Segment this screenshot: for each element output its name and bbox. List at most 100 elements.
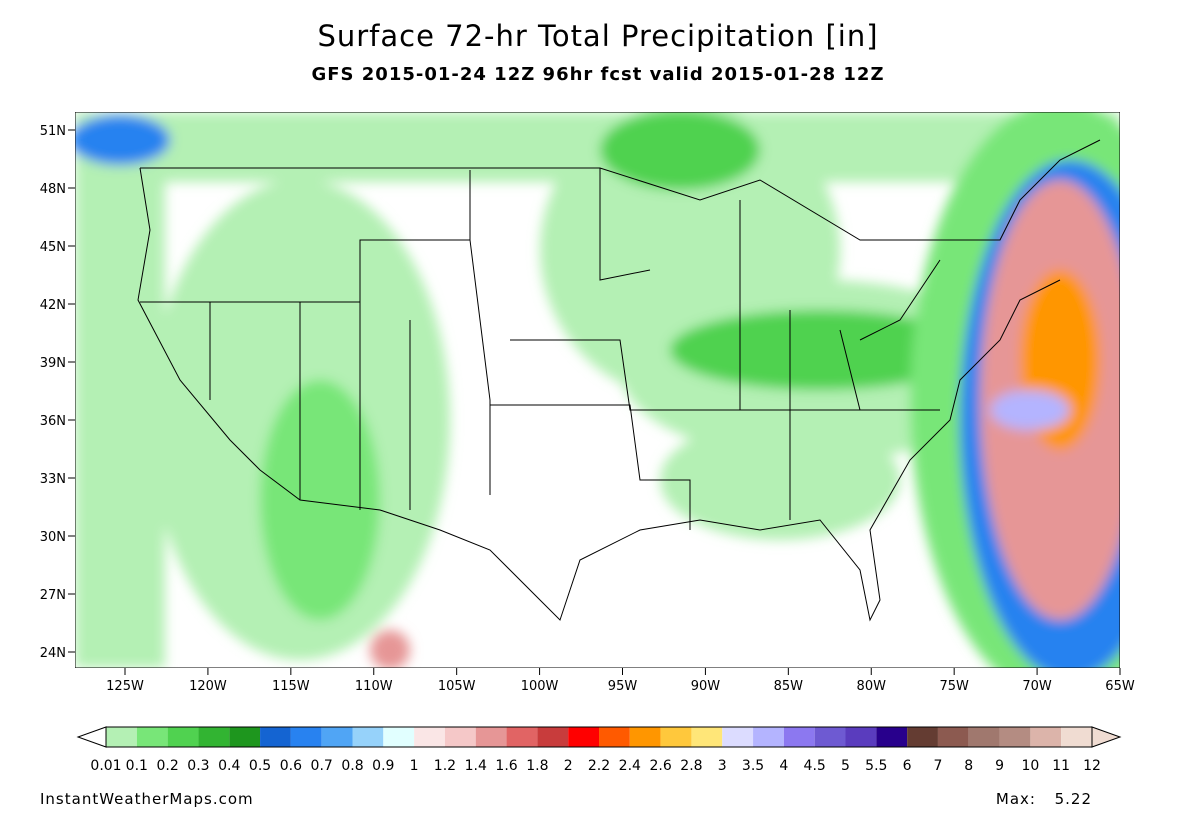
colorbar-swatch (260, 727, 291, 747)
lat-label: 24N (40, 646, 66, 661)
lon-label: 65W (1105, 679, 1135, 694)
colorbar-swatch (660, 727, 692, 747)
colorbar-swatch (167, 727, 199, 747)
precip-field (75, 112, 1120, 668)
colorbar-swatch (937, 727, 969, 747)
colorbar: 0.01 0.1 0.2 0.3 0.4 0.5 0.6 0.7 0.8 0.9 1 1.2 1.4 1.… (76, 726, 1122, 774)
lat-label: 39N (40, 356, 66, 371)
colorbar-label: 2.2 (588, 758, 610, 774)
colorbar-label: 0.5 (249, 758, 271, 774)
colorbar-label: 1 (410, 758, 419, 774)
lon-label: 70W (1022, 679, 1052, 694)
lon-label: 115W (272, 679, 310, 694)
colorbar-label: 5.5 (865, 758, 887, 774)
subtitle: GFS 2015-01-24 12Z 96hr fcst valid 2015-… (311, 64, 884, 85)
colorbar-label: 1.2 (434, 758, 456, 774)
colorbar-swatch (414, 727, 445, 747)
colorbar-label: 4.5 (804, 758, 826, 774)
colorbar-label: 0.8 (341, 758, 363, 774)
lat-label: 33N (40, 472, 66, 487)
colorbar-label: 2.6 (649, 758, 671, 774)
colorbar-label: 5 (841, 758, 850, 774)
lon-label: 90W (691, 679, 721, 694)
colorbar-swatch (444, 727, 476, 747)
colorbar-label: 8 (964, 758, 973, 774)
colorbar-swatch (814, 727, 846, 747)
colorbar-swatch (968, 727, 1000, 747)
colorbar-label: 1.8 (526, 758, 548, 774)
colorbar-swatch (383, 727, 415, 747)
colorbar-label: 11 (1052, 758, 1070, 774)
colorbar-swatch (506, 727, 538, 747)
colorbar-label: 0.01 (90, 758, 121, 774)
colorbar-swatch (722, 727, 754, 747)
colorbar-swatch (229, 727, 261, 747)
colorbar-swatch (352, 727, 384, 747)
colorbar-label: 6 (903, 758, 912, 774)
title: Surface 72-hr Total Precipitation [in] (317, 19, 878, 53)
colorbar-swatch (321, 727, 353, 747)
lat-label: 48N (40, 182, 66, 197)
colorbar-left-arrow (76, 726, 107, 748)
colorbar-label: 7 (933, 758, 942, 774)
max-value: 5.22 (1055, 790, 1092, 808)
lon-label: 75W (939, 679, 969, 694)
lat-label: 30N (40, 530, 66, 545)
colorbar-swatch (198, 727, 230, 747)
colorbar-swatch (845, 727, 877, 747)
colorbar-right-arrow (1091, 726, 1122, 748)
lon-label: 110W (355, 679, 393, 694)
colorbar-label: 0.2 (156, 758, 178, 774)
colorbar-swatch (290, 727, 322, 747)
colorbar-label: 1.6 (495, 758, 517, 774)
colorbar-swatch (568, 727, 599, 747)
colorbar-swatch (1061, 727, 1092, 747)
colorbar-label: 0.3 (187, 758, 209, 774)
lat-label: 42N (40, 298, 66, 313)
precip-map (75, 112, 1120, 668)
colorbar-label: 10 (1021, 758, 1039, 774)
colorbar-label: 12 (1083, 758, 1101, 774)
lat-label: 51N (40, 124, 66, 139)
lat-label: 45N (40, 240, 66, 255)
colorbar-swatch (629, 727, 661, 747)
lon-label: 95W (608, 679, 638, 694)
colorbar-label: 0.1 (126, 758, 148, 774)
colorbar-swatch (999, 727, 1031, 747)
colorbar-label: 9 (995, 758, 1004, 774)
lon-label: 120W (189, 679, 227, 694)
colorbar-label: 0.4 (218, 758, 240, 774)
colorbar-label: 0.9 (372, 758, 394, 774)
lon-label: 85W (774, 679, 804, 694)
lon-label: 105W (438, 679, 476, 694)
colorbar-label: 0.6 (280, 758, 302, 774)
lat-label: 36N (40, 414, 66, 429)
lon-label: 125W (106, 679, 144, 694)
colorbar-label: 0.7 (311, 758, 333, 774)
lat-label: 27N (40, 588, 66, 603)
colorbar-swatch (1030, 727, 1062, 747)
colorbar-label: 4 (779, 758, 788, 774)
colorbar-swatch (475, 727, 507, 747)
colorbar-swatch (876, 727, 908, 747)
colorbar-swatch (599, 727, 630, 747)
colorbar-label: 2 (564, 758, 573, 774)
colorbar-swatch (783, 727, 815, 747)
colorbar-swatch (753, 727, 784, 747)
colorbar-label: 2.4 (619, 758, 641, 774)
colorbar-swatch (106, 727, 137, 747)
colorbar-swatch (136, 727, 168, 747)
colorbar-swatch (537, 727, 569, 747)
colorbar-label: 1.4 (465, 758, 487, 774)
colorbar-label: 3 (718, 758, 727, 774)
axes: 51N 48N 45N 42N 39N 36N 33N 30N 27N 24N 125W 120W 11… (40, 124, 1135, 694)
colorbar-swatch (907, 727, 938, 747)
credit: InstantWeatherMaps.com (40, 790, 254, 808)
colorbar-label: 2.8 (680, 758, 702, 774)
boundaries (137, 139, 1101, 622)
colorbar-label: 3.5 (742, 758, 764, 774)
max-label: Max: (996, 790, 1036, 808)
lon-label: 80W (857, 679, 887, 694)
lon-label: 100W (521, 679, 559, 694)
